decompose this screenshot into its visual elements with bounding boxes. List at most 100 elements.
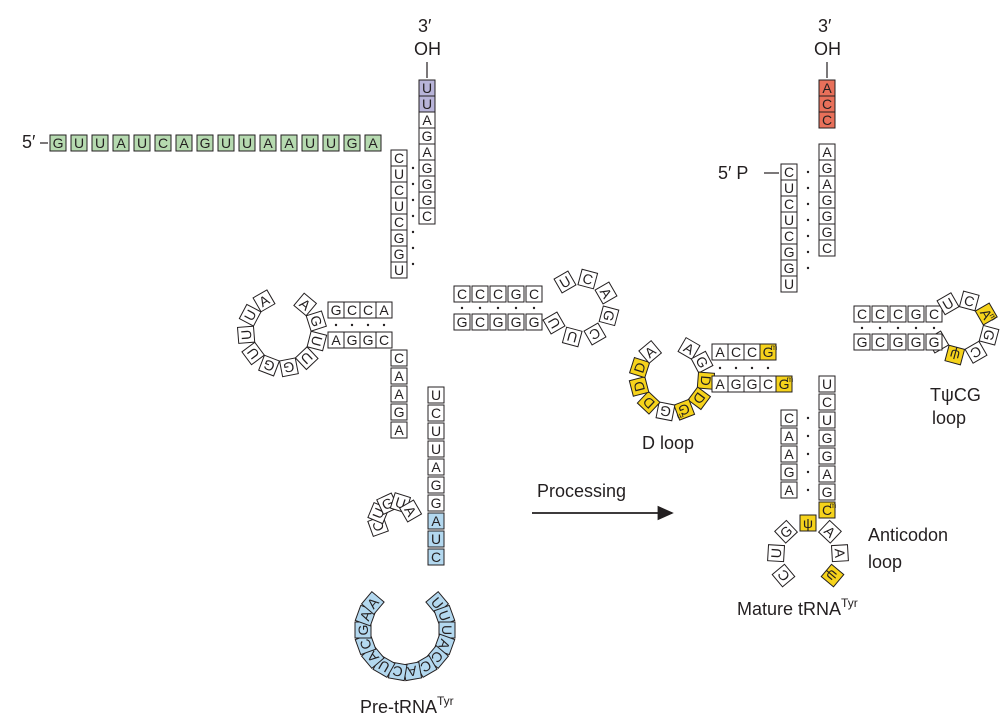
pre-leader-nt-10: U bbox=[238, 134, 256, 152]
svg-text:C: C bbox=[431, 549, 441, 565]
pre-acc-pair-7 bbox=[411, 262, 415, 266]
svg-text:A: A bbox=[822, 144, 832, 160]
svg-text:A: A bbox=[179, 135, 189, 151]
svg-text:U: U bbox=[768, 548, 785, 559]
svg-text:G: G bbox=[676, 400, 692, 419]
pre-tstem-pair-3 bbox=[496, 306, 500, 310]
mat-tbot-nt-2: C bbox=[871, 333, 889, 351]
svg-text:D: D bbox=[630, 360, 648, 375]
mat-ac-left-nt-1: C bbox=[780, 409, 798, 427]
svg-text:U: U bbox=[137, 135, 147, 151]
pre-tbot-nt-1: G bbox=[453, 313, 471, 331]
pre-dloop-nt-10: A bbox=[252, 289, 276, 313]
mat-acc-pair-5 bbox=[806, 234, 810, 238]
mat-ac-loop-nt-3: G bbox=[774, 519, 799, 544]
svg-text:C: C bbox=[822, 96, 832, 112]
pre-dstem-pair-4 bbox=[382, 323, 386, 327]
pre-leader-nt-5: U bbox=[133, 134, 151, 152]
mat-tloop-nt-5: C bbox=[964, 340, 988, 364]
svg-text:G: G bbox=[431, 495, 442, 511]
mat-dloop-nt-9: D bbox=[628, 356, 651, 379]
svg-text:G: G bbox=[394, 230, 405, 246]
pre-ttop-nt-1: C bbox=[453, 285, 471, 303]
svg-text:U: U bbox=[422, 96, 432, 112]
svg-text:A: A bbox=[784, 446, 794, 462]
mat-tloop-nt-2: C bbox=[958, 290, 980, 312]
pre-leader-nt-11: A bbox=[259, 134, 277, 152]
pre-leader-nt-9: U bbox=[217, 134, 235, 152]
mat-cca-nt-3: C bbox=[818, 111, 836, 129]
mat-ac-loop-nt-5: A bbox=[817, 519, 842, 544]
mat-dbot-nt-2: G bbox=[727, 375, 745, 393]
mat-acc-pair-4 bbox=[806, 218, 810, 222]
svg-text:U: U bbox=[298, 349, 316, 368]
svg-text:G: G bbox=[307, 313, 326, 328]
svg-text:A: A bbox=[406, 663, 419, 680]
svg-text:G: G bbox=[893, 334, 904, 350]
mat-dtop-nt-3: C bbox=[743, 343, 761, 361]
svg-text:A: A bbox=[715, 344, 725, 360]
pre-title-superscript: Tyr bbox=[437, 694, 454, 708]
pre-acc5-nt-1: C bbox=[390, 149, 408, 167]
mat-acc-pair-1 bbox=[806, 170, 810, 174]
mat-tstem-pair-2 bbox=[878, 326, 882, 330]
pre-three-prime-label: 3′ bbox=[418, 16, 432, 36]
pre-acc5-nt-6: G bbox=[390, 229, 408, 247]
svg-text:G: G bbox=[731, 376, 742, 392]
mat-dstem-pair-3 bbox=[750, 366, 754, 370]
pre-tloop-nt-1: U bbox=[553, 270, 577, 294]
mat-dloop-nt-2: G bbox=[690, 350, 714, 374]
svg-text:A: A bbox=[431, 513, 441, 529]
svg-text:A: A bbox=[394, 386, 404, 402]
mat-acc3-nt-2: G bbox=[818, 159, 836, 177]
svg-text:G: G bbox=[422, 160, 433, 176]
svg-text:C: C bbox=[422, 208, 432, 224]
pre-leader-nt-4: A bbox=[112, 134, 130, 152]
mat-ac-pair-1 bbox=[806, 416, 810, 420]
svg-text:C: C bbox=[822, 394, 832, 410]
svg-text:U: U bbox=[394, 262, 404, 278]
mat-cca-nt-1: A bbox=[818, 79, 836, 97]
svg-text:C: C bbox=[822, 502, 832, 518]
mat-dloop-nt-5: Gm bbox=[673, 398, 696, 422]
svg-text:G: G bbox=[53, 135, 64, 151]
pre-tstem-pair-2 bbox=[478, 306, 482, 310]
pre-tbot-nt-4: G bbox=[507, 313, 525, 331]
svg-text:C: C bbox=[822, 112, 832, 128]
pre-ttop-nt-3: C bbox=[489, 285, 507, 303]
pre-leader-nt-16: A bbox=[364, 134, 382, 152]
mat-ac-pair-3 bbox=[806, 452, 810, 456]
svg-text:C: C bbox=[822, 240, 832, 256]
pre-ac-right-nt-1: U bbox=[427, 386, 445, 404]
svg-text:D: D bbox=[690, 389, 709, 407]
svg-text:G: G bbox=[200, 135, 211, 151]
svg-text:A: A bbox=[379, 302, 389, 318]
pre-dstem-pair-1 bbox=[334, 323, 338, 327]
pre-leader-nt-14: U bbox=[322, 134, 340, 152]
mat-ttop-nt-1: C bbox=[853, 305, 871, 323]
mat-tstem-pair-3 bbox=[896, 326, 900, 330]
pre-leader-nt-12: A bbox=[280, 134, 298, 152]
pre-tloop-nt-6: U bbox=[561, 326, 583, 348]
pre-dloop-nt-1: A bbox=[293, 292, 318, 317]
pre-acc5-nt-2: U bbox=[390, 165, 408, 183]
pre-acc5-nt-8: U bbox=[390, 261, 408, 279]
svg-text:C: C bbox=[784, 164, 794, 180]
mat-acc5-nt-5: C bbox=[780, 227, 798, 245]
svg-text:C: C bbox=[929, 306, 939, 322]
pre-acc5-nt-5: C bbox=[390, 213, 408, 231]
pre-tloop-nt-3: A bbox=[594, 281, 618, 305]
mat-acc5-nt-7: G bbox=[780, 259, 798, 277]
svg-text:C: C bbox=[763, 376, 773, 392]
svg-text:U: U bbox=[221, 135, 231, 151]
mat-acc3-nt-1: A bbox=[818, 143, 836, 161]
pre-acc-pair-5 bbox=[411, 230, 415, 234]
pre-ac-right-nt-10: C bbox=[427, 548, 445, 566]
mat-ac-left-nt-3: A bbox=[780, 445, 798, 463]
pre-tbot-nt-3: G bbox=[489, 313, 507, 331]
mat-tloop-nt-3: Am bbox=[974, 302, 999, 326]
pre-acc3-nt-3: A bbox=[418, 143, 436, 161]
pre-ac-right-nt-3: U bbox=[427, 422, 445, 440]
svg-text:G: G bbox=[422, 176, 433, 192]
svg-text:U: U bbox=[238, 329, 255, 340]
